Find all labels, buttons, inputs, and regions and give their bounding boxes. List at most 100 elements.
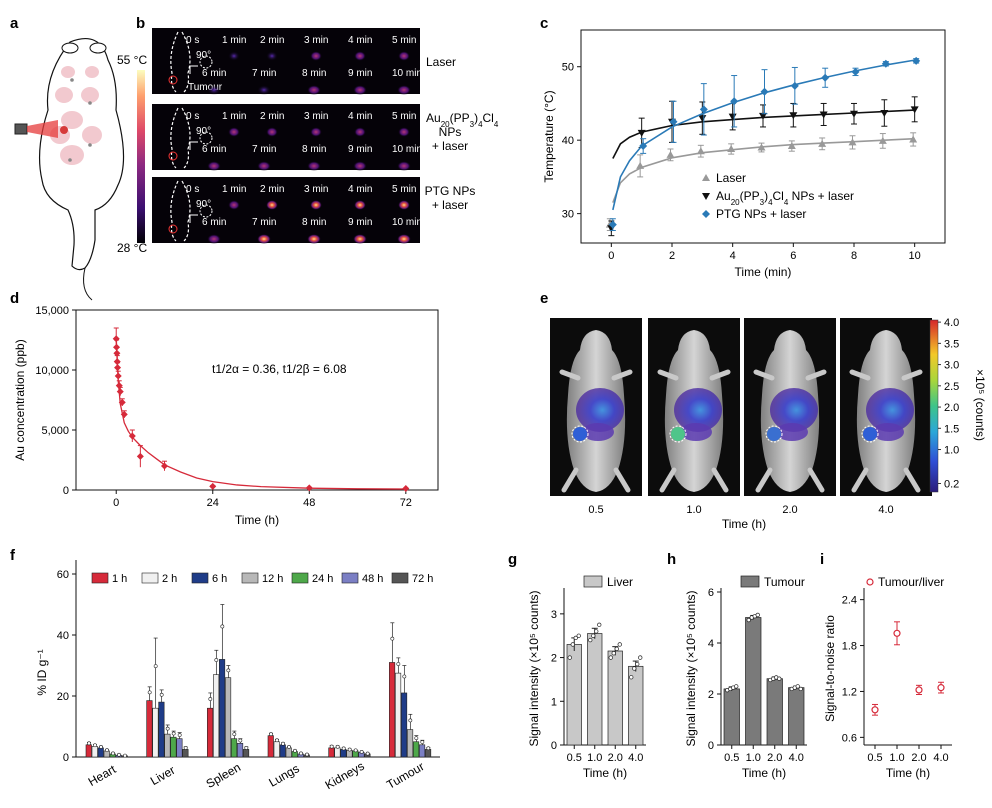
liver-signal-chart: 0 1 2 3 Signal intensity (×10⁵ counts) 0.5 1.0…	[527, 575, 646, 780]
y-tick-label: 0	[551, 740, 557, 752]
data-dot	[426, 746, 431, 751]
time-label: 3 min	[304, 35, 328, 46]
tumour-signal	[767, 427, 781, 441]
panel-d: d 0 24 48 72 0 5,000 10,000 15,000 Time (h) Au co…	[10, 290, 439, 527]
legend-label-part: 20	[731, 198, 740, 207]
thermal-spot	[310, 51, 322, 61]
time-label: 1 min	[222, 111, 246, 122]
y-axis-label: % ID g⁻¹	[35, 649, 49, 695]
bar	[334, 747, 341, 758]
legend-label: 2 h	[162, 573, 177, 585]
laser-device-icon	[14, 120, 58, 138]
data-dot	[238, 738, 243, 743]
x-axis-label: Time (h)	[742, 766, 786, 780]
bar	[207, 707, 214, 758]
category-label: Lungs	[266, 761, 301, 789]
bar	[176, 738, 183, 758]
data-dot	[795, 684, 800, 689]
thermal-spot	[354, 127, 366, 137]
y-tick-label: 40	[57, 630, 69, 642]
y-tick-label: 0	[63, 752, 69, 764]
mouse-image-2: 1.0	[648, 318, 740, 516]
data-dot	[87, 741, 91, 746]
data-dot	[293, 748, 297, 753]
row-label: PTG NPs	[425, 184, 476, 198]
data-dot	[226, 668, 231, 673]
data-dot	[214, 658, 219, 662]
data-dot	[117, 752, 121, 757]
data-point	[115, 382, 123, 390]
thermal-spot	[307, 234, 321, 244]
mouse-limbs	[657, 369, 731, 493]
legend-marker	[866, 578, 874, 586]
data-dot	[611, 651, 616, 656]
time-label: 2 min	[260, 111, 284, 122]
bar	[164, 733, 171, 758]
data-dot	[353, 748, 358, 753]
data-point	[915, 686, 923, 694]
data-dot	[111, 751, 115, 756]
y-tick-label: 50	[562, 62, 574, 74]
panel-e: e 0.5 1.0 2.0 4.0 4.03.53.02.52.01.51.00.2 …	[540, 290, 987, 531]
x-tick-label: 1.0	[889, 752, 904, 764]
y-tick-label: 3	[551, 609, 557, 621]
y-tick-label: 2	[708, 689, 714, 701]
data-dot	[171, 731, 176, 736]
thermal-row-2: 90° 0 s 1 min 2 min 3 min 4 min 5 min 6 min 7 mi…	[152, 104, 499, 171]
legend-marker	[702, 193, 710, 200]
data-dot	[329, 744, 334, 749]
data-point	[851, 67, 860, 76]
liver-signal	[576, 388, 624, 432]
x-tick-label: 10	[909, 250, 921, 262]
gut-signal	[776, 423, 808, 441]
time-label: 5 min	[392, 111, 416, 122]
data-dot	[777, 676, 782, 681]
thermal-spot	[354, 200, 366, 210]
legend-label-part: Au	[716, 189, 731, 203]
data-point	[821, 73, 830, 82]
cb-tick-label: 3.0	[944, 360, 959, 372]
time-label: 10 min	[392, 144, 422, 155]
x-tick-label: 0	[608, 250, 614, 262]
data-point	[909, 135, 918, 143]
data-point	[113, 349, 121, 357]
panel-b: b 90° Tumour 0 s 1 min 2 min 3 min 4 min 5 min 6…	[136, 15, 499, 244]
panel-c: c 0 2 4 6 8 10 30 40 50 Time (min) Temperature (°C…	[540, 15, 946, 279]
tumour-signal-chart: 0 2 4 6 Signal intensity (×10⁵ counts) 0.5 1.0…	[684, 575, 807, 780]
legend-label: PTG NPs + laser	[716, 207, 806, 221]
legend-label-part: NPs + laser	[788, 189, 854, 203]
bar	[273, 741, 280, 758]
mouse-illustration	[38, 38, 125, 301]
time-label: 8 min	[302, 68, 326, 79]
thermal-row-bg	[152, 28, 420, 94]
tumour-marker	[168, 151, 178, 161]
legend-label-part: Cl	[773, 189, 784, 203]
cb-tick-label: 1.0	[944, 445, 959, 457]
time-label: 4 min	[348, 184, 372, 195]
data-dot	[635, 661, 640, 667]
y-tick-label: 10,000	[35, 365, 69, 377]
data-dot	[232, 732, 237, 737]
thermal-spot	[353, 161, 367, 171]
x-tick-label: 2.0	[767, 752, 782, 764]
data-dot	[281, 741, 285, 746]
thermal-spot	[207, 234, 221, 244]
bar	[237, 742, 244, 758]
panel-letter-e: e	[540, 290, 548, 307]
cb-tick-label: 2.5	[944, 381, 959, 393]
au-concentration-chart: 0 24 48 72 0 5,000 10,000 15,000 Time (h) Au conc…	[13, 305, 439, 527]
legend-label: 24 h	[312, 573, 333, 585]
data-dot	[269, 732, 273, 737]
data-dot	[420, 740, 425, 744]
thermal-spot	[257, 85, 271, 95]
row-label: + laser	[432, 139, 468, 153]
thermal-spot	[228, 127, 240, 137]
gut-signal	[872, 423, 904, 441]
data-dot	[396, 662, 401, 666]
data-point	[128, 432, 136, 440]
row-label: Au20(PP3)4Cl4	[426, 111, 499, 129]
bar	[745, 617, 762, 746]
data-dot	[798, 686, 803, 692]
category-label: Heart	[86, 762, 119, 789]
panel-letter-b: b	[136, 15, 145, 32]
